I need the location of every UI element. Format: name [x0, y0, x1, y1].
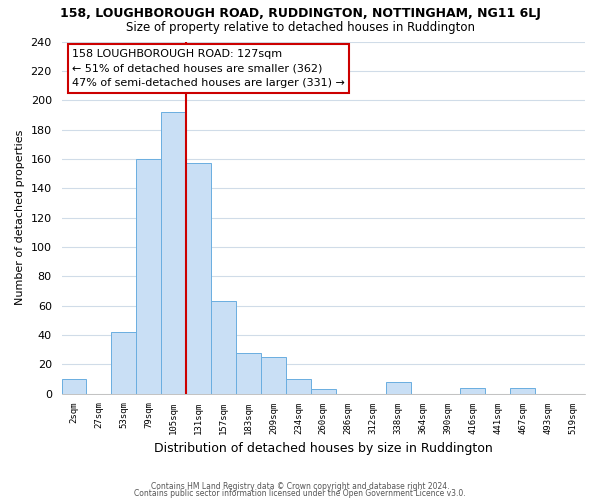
Text: Contains public sector information licensed under the Open Government Licence v3: Contains public sector information licen…: [134, 489, 466, 498]
Bar: [136, 159, 161, 394]
Text: Size of property relative to detached houses in Ruddington: Size of property relative to detached ho…: [125, 21, 475, 34]
Text: 158 LOUGHBOROUGH ROAD: 127sqm
← 51% of detached houses are smaller (362)
47% of : 158 LOUGHBOROUGH ROAD: 127sqm ← 51% of d…: [72, 48, 345, 88]
Bar: [286, 379, 311, 394]
Bar: [236, 352, 261, 394]
Bar: [112, 332, 136, 394]
Y-axis label: Number of detached properties: Number of detached properties: [15, 130, 25, 306]
Bar: [161, 112, 186, 394]
Bar: [211, 302, 236, 394]
Bar: [186, 164, 211, 394]
Bar: [261, 357, 286, 394]
Bar: [311, 390, 336, 394]
Text: Contains HM Land Registry data © Crown copyright and database right 2024.: Contains HM Land Registry data © Crown c…: [151, 482, 449, 491]
Text: 158, LOUGHBOROUGH ROAD, RUDDINGTON, NOTTINGHAM, NG11 6LJ: 158, LOUGHBOROUGH ROAD, RUDDINGTON, NOTT…: [59, 8, 541, 20]
X-axis label: Distribution of detached houses by size in Ruddington: Distribution of detached houses by size …: [154, 442, 493, 455]
Bar: [460, 388, 485, 394]
Bar: [386, 382, 410, 394]
Bar: [510, 388, 535, 394]
Bar: [62, 379, 86, 394]
